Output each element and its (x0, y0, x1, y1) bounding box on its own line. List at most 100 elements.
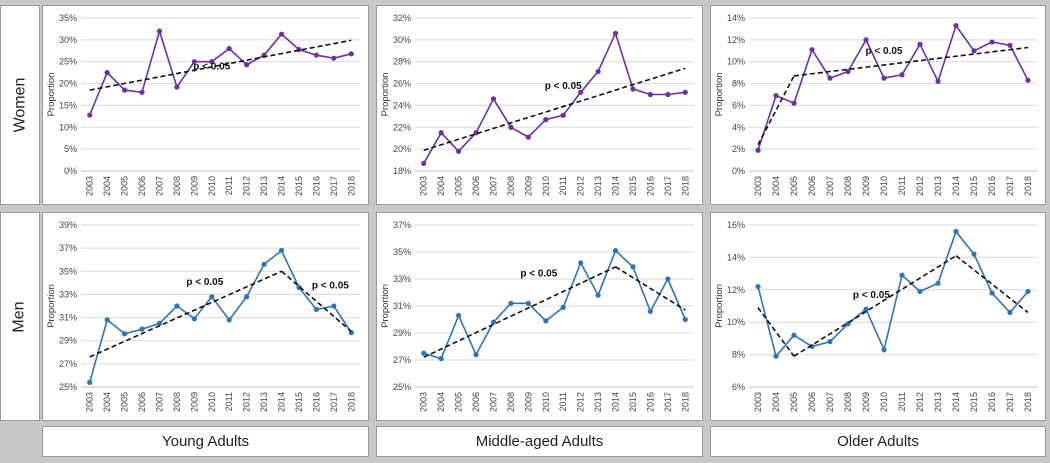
x-tick-label: 2013 (933, 176, 943, 196)
data-point (827, 339, 833, 345)
data-point (917, 288, 923, 295)
x-tick-label: 2010 (207, 392, 217, 412)
y-tick-label: 33% (393, 274, 411, 284)
y-tick-label: 16% (727, 220, 745, 230)
series-line (88, 249, 352, 383)
x-tick-label: 2007 (488, 392, 498, 412)
data-point (421, 160, 427, 166)
x-tick-label: 2005 (454, 392, 464, 412)
x-tick-label: 2005 (454, 176, 464, 196)
data-point (791, 332, 797, 338)
y-tick-label: 20% (393, 144, 411, 154)
x-tick-label: 2009 (189, 392, 199, 412)
data-point (104, 70, 110, 76)
data-point (525, 134, 531, 140)
x-tick-label: 2010 (207, 176, 217, 196)
column-label-older-text: Older Adults (837, 433, 919, 450)
y-tick-label: 25% (393, 382, 411, 392)
y-tick-label: 8% (732, 350, 745, 360)
row-label-men: Men (0, 212, 40, 421)
y-tick-label: 29% (59, 336, 77, 346)
y-tick-label: 35% (59, 266, 77, 276)
y-tick-label: 6% (732, 100, 745, 110)
x-tick-label: 2018 (346, 392, 356, 412)
data-point (899, 272, 905, 278)
data-point (647, 91, 654, 98)
y-axis-label: Proportion (714, 73, 725, 117)
data-point (612, 30, 619, 36)
data-point (881, 347, 887, 353)
y-axis-label: Proportion (380, 73, 391, 117)
chart-women-young: 0% 5% 10% 15% 20% 25% 30% 35% 2003 2004 2005 2006 20… (46, 13, 360, 196)
data-point (595, 68, 601, 75)
x-tick-label: 2012 (576, 176, 586, 196)
column-label-middle: Middle-aged Adults (376, 426, 703, 457)
data-point (525, 300, 531, 306)
x-tick-label: 2018 (346, 176, 356, 196)
x-tick-label: 2018 (1023, 392, 1033, 412)
trend-line (955, 255, 1029, 314)
x-tick-label: 2016 (987, 176, 997, 196)
x-tick-label: 2017 (329, 176, 339, 196)
data-point (209, 294, 215, 300)
x-tick-label: 2003 (753, 176, 763, 196)
x-tick-label: 2014 (611, 176, 621, 196)
x-tick-label: 2011 (897, 176, 907, 195)
x-tick-label: 2003 (85, 392, 95, 412)
y-tick-label: 12% (727, 285, 745, 295)
x-tick-label: 2014 (277, 176, 287, 196)
data-point (226, 46, 232, 52)
panel-women-middle: 18% 20% 22% 24% 26% 28% 30% 32% 2003 2004 2005 2006… (376, 5, 703, 205)
trend-line (757, 75, 795, 146)
x-tick-label: 2011 (224, 392, 234, 411)
significance-annotation: p < 0.05 (520, 268, 557, 279)
series-line (423, 31, 686, 164)
x-tick-label: 2005 (120, 392, 130, 412)
data-point (278, 247, 285, 254)
chart-men-older: 6% 8% 10% 12% 14% 16% 2003 2004 2005 2006 2007 2008… (714, 220, 1037, 412)
x-tick-label: 2013 (593, 392, 603, 412)
x-tick-label: 2006 (471, 392, 481, 412)
series-line (757, 229, 1029, 358)
data-point (156, 320, 163, 326)
data-point (827, 75, 833, 81)
x-tick-label: 2003 (753, 392, 763, 412)
data-point (348, 51, 354, 57)
data-point (438, 356, 444, 362)
row-label-women: Women (0, 5, 40, 205)
data-point (665, 276, 671, 282)
y-tick-label: 28% (393, 57, 411, 67)
y-tick-label: 18% (393, 166, 411, 176)
x-tick-label: 2018 (680, 392, 690, 412)
x-tick-label: 2004 (771, 392, 781, 412)
data-point (881, 75, 887, 81)
x-tick-label: 2006 (471, 176, 481, 196)
x-tick-label: 2003 (419, 176, 429, 196)
y-tick-label: 15% (59, 100, 77, 110)
significance-annotation: p < 0.05 (853, 290, 890, 301)
x-tick-label: 2007 (825, 176, 835, 196)
x-tick-label: 2010 (879, 176, 889, 196)
y-tick-label: 25% (59, 57, 77, 67)
trend-line (281, 270, 352, 333)
series-line (423, 249, 687, 360)
chart-men-middle: 25% 27% 29% 31% 33% 35% 37% 2003 2004 2005 2006 200… (380, 220, 694, 412)
y-tick-label: 14% (727, 13, 745, 23)
y-tick-label: 30% (393, 35, 411, 45)
x-tick-label: 2017 (1005, 176, 1015, 196)
data-point (578, 89, 584, 95)
x-tick-label: 2008 (843, 176, 853, 196)
y-tick-label: 32% (393, 13, 411, 23)
y-tick-label: 25% (59, 382, 77, 392)
x-tick-label: 2009 (523, 392, 533, 412)
data-point (490, 319, 497, 325)
y-tick-label: 24% (393, 100, 411, 110)
x-tick-label: 2007 (488, 176, 498, 196)
y-tick-label: 22% (393, 122, 411, 132)
x-tick-label: 2015 (294, 176, 304, 196)
x-tick-label: 2014 (951, 176, 961, 196)
data-point (296, 284, 302, 291)
x-tick-label: 2016 (311, 392, 321, 412)
data-point (863, 306, 869, 312)
data-point (917, 41, 923, 47)
